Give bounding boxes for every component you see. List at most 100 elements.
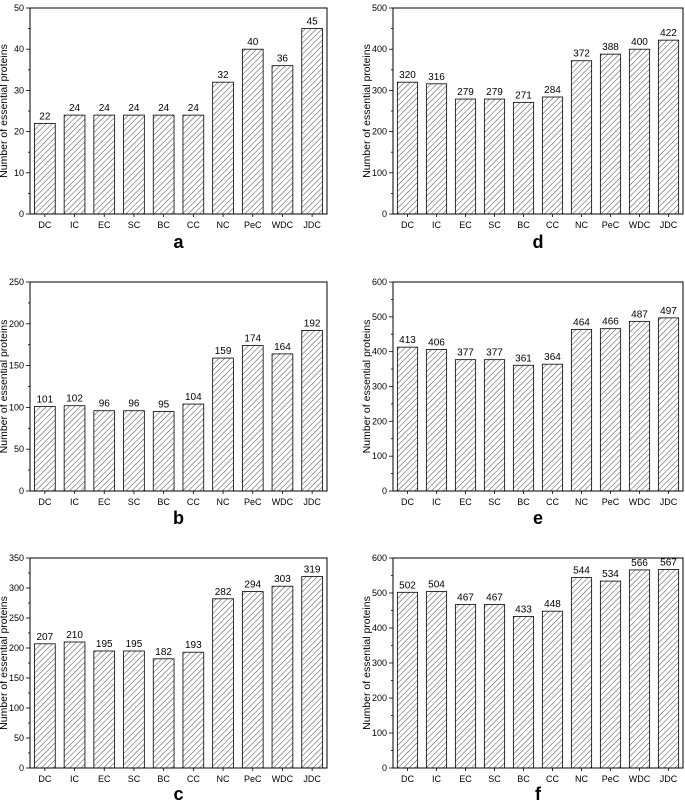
x-tick-label-IC: IC (432, 774, 442, 784)
x-tick-label-NC: NC (575, 220, 588, 230)
x-tick-label-BC: BC (517, 497, 530, 507)
data-label-IC: 316 (428, 72, 445, 83)
y-tick-label: 100 (372, 168, 387, 178)
y-tick-label: 150 (9, 361, 24, 371)
x-tick-label-WDC: WDC (272, 497, 294, 507)
y-tick-label: 400 (372, 44, 387, 54)
data-label-NC: 159 (215, 346, 232, 357)
x-tick-label-DC: DC (38, 220, 51, 230)
plot-frame (29, 281, 328, 492)
x-tick-label-WDC: WDC (629, 497, 651, 507)
y-tick-label: 300 (9, 583, 24, 593)
y-axis-label: Number of essential proteins (361, 44, 373, 178)
x-tick-label-JDC: JDC (303, 220, 321, 230)
y-tick-label: 0 (382, 486, 387, 496)
chart-panel-d: 320 DC 316 IC 279 EC 279 SC 271 BC 284 CC 372 NC 388 Pe… (361, 3, 684, 252)
bar-IC (425, 83, 448, 215)
bar-IC (425, 349, 448, 492)
bar-PeC (241, 591, 264, 769)
chart-root: 22 DC 24 IC 24 EC 24 SC 24 BC 24 CC 32 NC 40 PeC 36 WDC 45… (0, 3, 684, 803)
x-tick-label-IC: IC (70, 220, 80, 230)
bar-IC (63, 114, 86, 215)
bar-IC (63, 641, 86, 769)
bar-DC (34, 406, 56, 492)
chart-panel-c: 207 DC 210 IC 195 EC 195 SC 182 BC 193 CC 282 NC 294 Pe… (0, 553, 328, 803)
data-label-SC: 279 (486, 87, 503, 98)
x-tick-label-NC: NC (575, 497, 588, 507)
x-tick-label-SC: SC (488, 497, 501, 507)
y-axis-label: Number of essential proteins (361, 596, 373, 730)
bar-DC (34, 643, 56, 769)
bar-DC (396, 346, 419, 492)
y-tick-label: 0 (19, 209, 24, 219)
bar-EC (93, 114, 116, 215)
bar-DC (34, 122, 56, 215)
x-tick-label-SC: SC (128, 497, 141, 507)
x-tick-label-CC: CC (546, 220, 559, 230)
data-label-PeC: 388 (602, 42, 619, 53)
data-label-CC: 104 (185, 392, 202, 403)
y-tick-label: 50 (14, 733, 24, 743)
bar-EC (454, 359, 477, 492)
data-label-NC: 464 (573, 317, 590, 328)
y-tick-label: 500 (372, 588, 387, 598)
data-label-IC: 210 (66, 630, 83, 641)
data-label-IC: 504 (428, 580, 445, 591)
x-tick-label-EC: EC (98, 220, 111, 230)
data-label-IC: 102 (66, 394, 83, 405)
x-tick-label-DC: DC (38, 774, 51, 784)
y-axis-label: Number of essential proteins (0, 320, 10, 454)
bar-WDC (628, 320, 651, 492)
x-tick-label-PeC: PeC (602, 774, 620, 784)
y-tick-label: 40 (14, 44, 24, 54)
data-label-EC: 96 (99, 399, 111, 410)
bar-PeC (241, 48, 264, 215)
data-label-JDC: 45 (307, 17, 319, 28)
data-label-IC: 24 (69, 103, 81, 114)
bar-WDC (628, 48, 651, 215)
bar-EC (93, 650, 116, 769)
bar-SC (483, 98, 506, 215)
data-label-DC: 320 (399, 70, 416, 81)
y-tick-label: 100 (372, 451, 387, 461)
bar-WDC (271, 65, 294, 215)
y-tick-label: 100 (9, 402, 24, 412)
x-tick-label-EC: EC (98, 497, 111, 507)
bar-NC (570, 328, 593, 492)
y-tick-label: 200 (372, 416, 387, 426)
panel-label: d (533, 232, 544, 252)
x-tick-label-CC: CC (546, 497, 559, 507)
plot-frame (29, 557, 328, 769)
bar-WDC (271, 585, 294, 769)
x-tick-label-SC: SC (128, 220, 141, 230)
bar-WDC (628, 569, 651, 769)
data-label-SC: 377 (486, 348, 503, 359)
bar-BC (152, 411, 175, 492)
data-label-EC: 467 (457, 593, 474, 604)
x-tick-label-PeC: PeC (602, 220, 620, 230)
data-label-WDC: 303 (274, 574, 291, 585)
panel-label: e (533, 508, 543, 528)
bar-JDC (301, 28, 323, 215)
bar-JDC (301, 576, 323, 769)
data-label-CC: 24 (188, 103, 200, 114)
y-tick-label: 250 (9, 613, 24, 623)
x-tick-label-EC: EC (459, 774, 472, 784)
data-label-EC: 279 (457, 87, 474, 98)
x-tick-label-BC: BC (157, 774, 170, 784)
data-label-EC: 195 (96, 639, 113, 650)
data-label-WDC: 36 (277, 54, 289, 65)
data-label-CC: 284 (544, 85, 561, 96)
y-tick-label: 300 (372, 658, 387, 668)
x-tick-label-IC: IC (70, 774, 80, 784)
y-tick-label: 0 (382, 763, 387, 773)
x-tick-label-JDC: JDC (660, 220, 678, 230)
x-tick-label-PeC: PeC (244, 497, 262, 507)
bar-CC (541, 610, 564, 769)
x-tick-label-EC: EC (459, 220, 472, 230)
bar-CC (182, 114, 205, 215)
data-label-DC: 413 (399, 335, 416, 346)
data-label-BC: 361 (515, 353, 532, 364)
data-label-PeC: 174 (244, 334, 261, 345)
